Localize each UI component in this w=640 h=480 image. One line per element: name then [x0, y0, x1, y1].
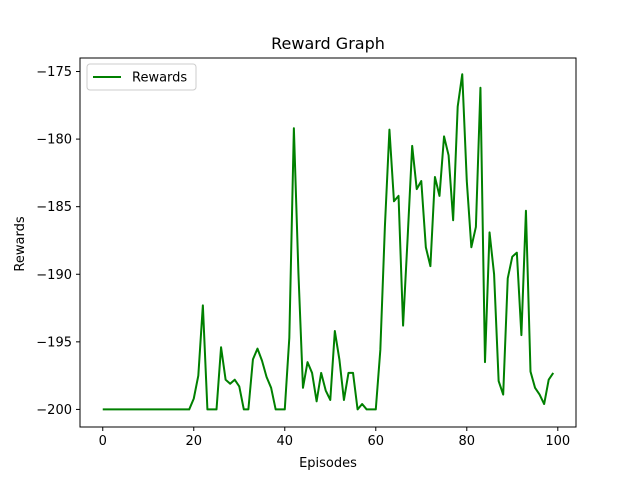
x-tick-label: 60	[368, 434, 385, 449]
y-tick-label: −195	[36, 335, 72, 350]
y-tick-label: −180	[36, 133, 72, 148]
x-tick-label: 80	[459, 434, 476, 449]
y-tick-label: −175	[36, 65, 72, 80]
x-tick-label: 20	[185, 434, 202, 449]
x-tick-label: 40	[276, 434, 293, 449]
y-tick-label: −185	[36, 200, 72, 215]
x-tick-label: 0	[99, 434, 107, 449]
legend-box	[86, 63, 197, 91]
y-tick-label: −190	[36, 268, 72, 283]
y-axis-label: Rewards	[13, 216, 28, 271]
x-axis-label: Episodes	[299, 456, 357, 471]
x-tick-label: 100	[545, 434, 570, 449]
axes-frame	[79, 57, 577, 428]
legend-label-rewards: Rewards	[132, 71, 187, 86]
chart-title: Reward Graph	[271, 34, 385, 53]
series-line-rewards	[102, 73, 555, 411]
plot-area	[102, 73, 555, 411]
axes: 0 20 40 60 80 100 −200 −195 −190 −185 −180 −175	[36, 57, 577, 449]
y-tick-label: −200	[36, 403, 72, 418]
legend: Rewards	[86, 63, 197, 91]
